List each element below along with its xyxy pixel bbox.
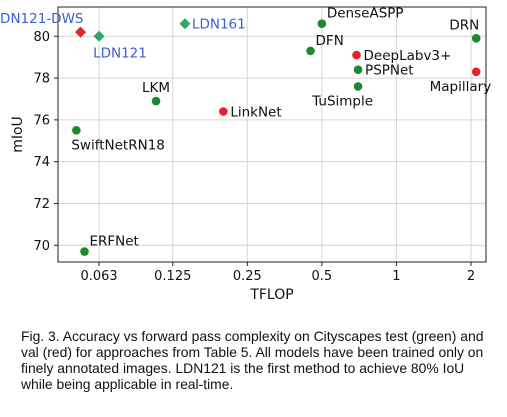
x-tick-label: 0.25	[233, 269, 262, 284]
label-deeplabv3: DeepLabv3+	[364, 48, 452, 64]
plot-area	[57, 6, 487, 263]
label-ldn121: LDN121	[93, 45, 147, 61]
label-erfnet: ERFNet	[89, 234, 138, 250]
point-lkm	[151, 96, 161, 106]
point-ldn121-dws	[74, 26, 86, 38]
point-ldn161	[179, 18, 191, 30]
grid	[58, 7, 486, 262]
label-ldn161: LDN161	[192, 17, 246, 33]
scatter-chart: 0.063 0.125 0.25 0.5 1 2 70 72 74 76 78 80 LDN121-D…	[0, 6, 491, 303]
point-mapillary	[471, 67, 481, 77]
point-tusimple	[353, 82, 363, 91]
point-linknet	[219, 107, 228, 116]
point-drn	[471, 34, 481, 43]
label-mapillary: Mapillary	[430, 79, 492, 95]
data-points	[72, 18, 481, 256]
label-ldn121-dws: LDN121-DWS	[0, 11, 83, 27]
x-tick-label: 0.125	[154, 269, 191, 284]
label-linknet: LinkNet	[230, 105, 281, 121]
label-dfn: DFN	[316, 33, 344, 49]
y-tick-label: 70	[33, 239, 50, 254]
y-tick-label: 76	[33, 113, 50, 128]
point-pspnet	[353, 65, 363, 75]
point-erfnet	[80, 247, 89, 256]
label-pspnet: PSPNet	[365, 63, 414, 79]
y-axis-label: mIoU	[10, 116, 26, 153]
axis-ticks: 0.063 0.125 0.25 0.5 1 2 70 72 74 76 78 80	[33, 30, 475, 284]
data-labels: LDN121-DWS LDN121 LDN161 DenseASPP DRN DFN Dee…	[0, 6, 491, 250]
point-deeplabv3	[352, 50, 361, 60]
label-denseaspp: DenseASPP	[327, 6, 404, 22]
figure-caption: Fig. 3. Accuracy vs forward pass complex…	[21, 328, 484, 392]
y-tick-label: 80	[33, 30, 50, 45]
point-dfn	[306, 46, 315, 56]
x-tick-label: 0.063	[80, 269, 117, 284]
label-drn: DRN	[449, 17, 479, 33]
label-swiftnetrn18: SwiftNetRN18	[71, 137, 165, 153]
point-denseaspp	[317, 19, 327, 29]
x-axis-label: TFLOP	[249, 287, 293, 303]
label-lkm: LKM	[142, 80, 170, 96]
y-tick-label: 74	[33, 155, 50, 170]
x-tick-label: 1	[392, 269, 400, 284]
y-tick-label: 72	[33, 197, 50, 212]
x-tick-label: 2	[467, 269, 475, 284]
x-tick-label: 0.5	[312, 269, 333, 284]
point-ldn121	[93, 30, 105, 42]
y-tick-label: 78	[33, 72, 50, 87]
label-tusimple: TuSimple	[311, 93, 373, 109]
point-swiftnetrn18	[72, 126, 81, 135]
